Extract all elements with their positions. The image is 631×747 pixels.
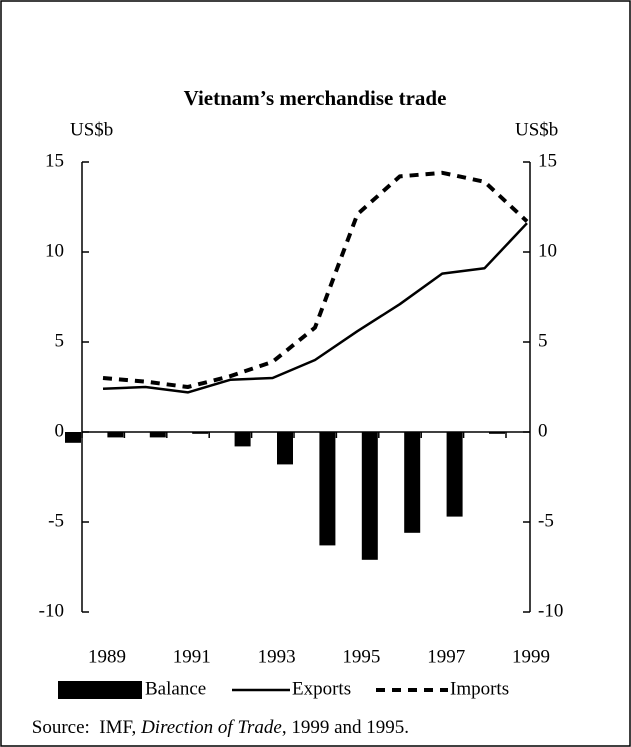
y2-tick-label: 10	[538, 240, 557, 261]
y2-tick-label: 0	[538, 420, 548, 441]
y-tick-label: 15	[45, 150, 64, 171]
y2-tick-label: -10	[538, 600, 563, 621]
y2-axis-label: US$b	[515, 119, 558, 140]
source-text: Source: IMF,	[32, 717, 141, 738]
legend-label: Balance	[145, 678, 206, 699]
bar	[234, 432, 251, 447]
bar	[149, 432, 166, 438]
bar	[489, 432, 505, 434]
bar	[107, 432, 124, 438]
bar	[446, 432, 463, 517]
line	[102, 222, 528, 394]
x-tick-label: 1993	[258, 646, 296, 667]
source-text: , 1999 and 1995.	[282, 717, 409, 738]
y-tick-label: 0	[55, 420, 65, 441]
source: Source: IMF, Direction of Trade, 1999 an…	[8, 717, 423, 738]
bar	[361, 432, 378, 560]
legend-label: Exports	[292, 678, 351, 699]
chart-title: Vietnam’s merchandise trade	[184, 86, 447, 110]
y-tick-label: 5	[55, 330, 65, 351]
bar	[277, 432, 293, 465]
x-tick-label: 1997	[427, 646, 465, 667]
legend-label: Imports	[450, 678, 509, 699]
y-axis-label: US$b	[70, 119, 113, 140]
x-tick-label: 1999	[512, 646, 550, 667]
source-text: Direction of Trade	[140, 717, 282, 738]
y2-tick-label: 15	[538, 150, 557, 171]
y-tick-label: -10	[39, 600, 64, 621]
y-tick-label: 10	[45, 240, 64, 261]
x-tick-label: 1995	[342, 646, 380, 667]
x-tick-label: 1989	[88, 646, 126, 667]
y2-tick-label: -5	[538, 510, 554, 531]
bar	[319, 432, 336, 546]
x-tick-label: 1991	[173, 646, 211, 667]
bar	[192, 432, 209, 434]
y2-tick-label: 5	[538, 330, 548, 351]
legend-swatch	[58, 681, 142, 699]
line	[102, 170, 529, 389]
bar	[65, 432, 81, 443]
y-tick-label: -5	[48, 510, 64, 531]
bar	[404, 432, 421, 533]
